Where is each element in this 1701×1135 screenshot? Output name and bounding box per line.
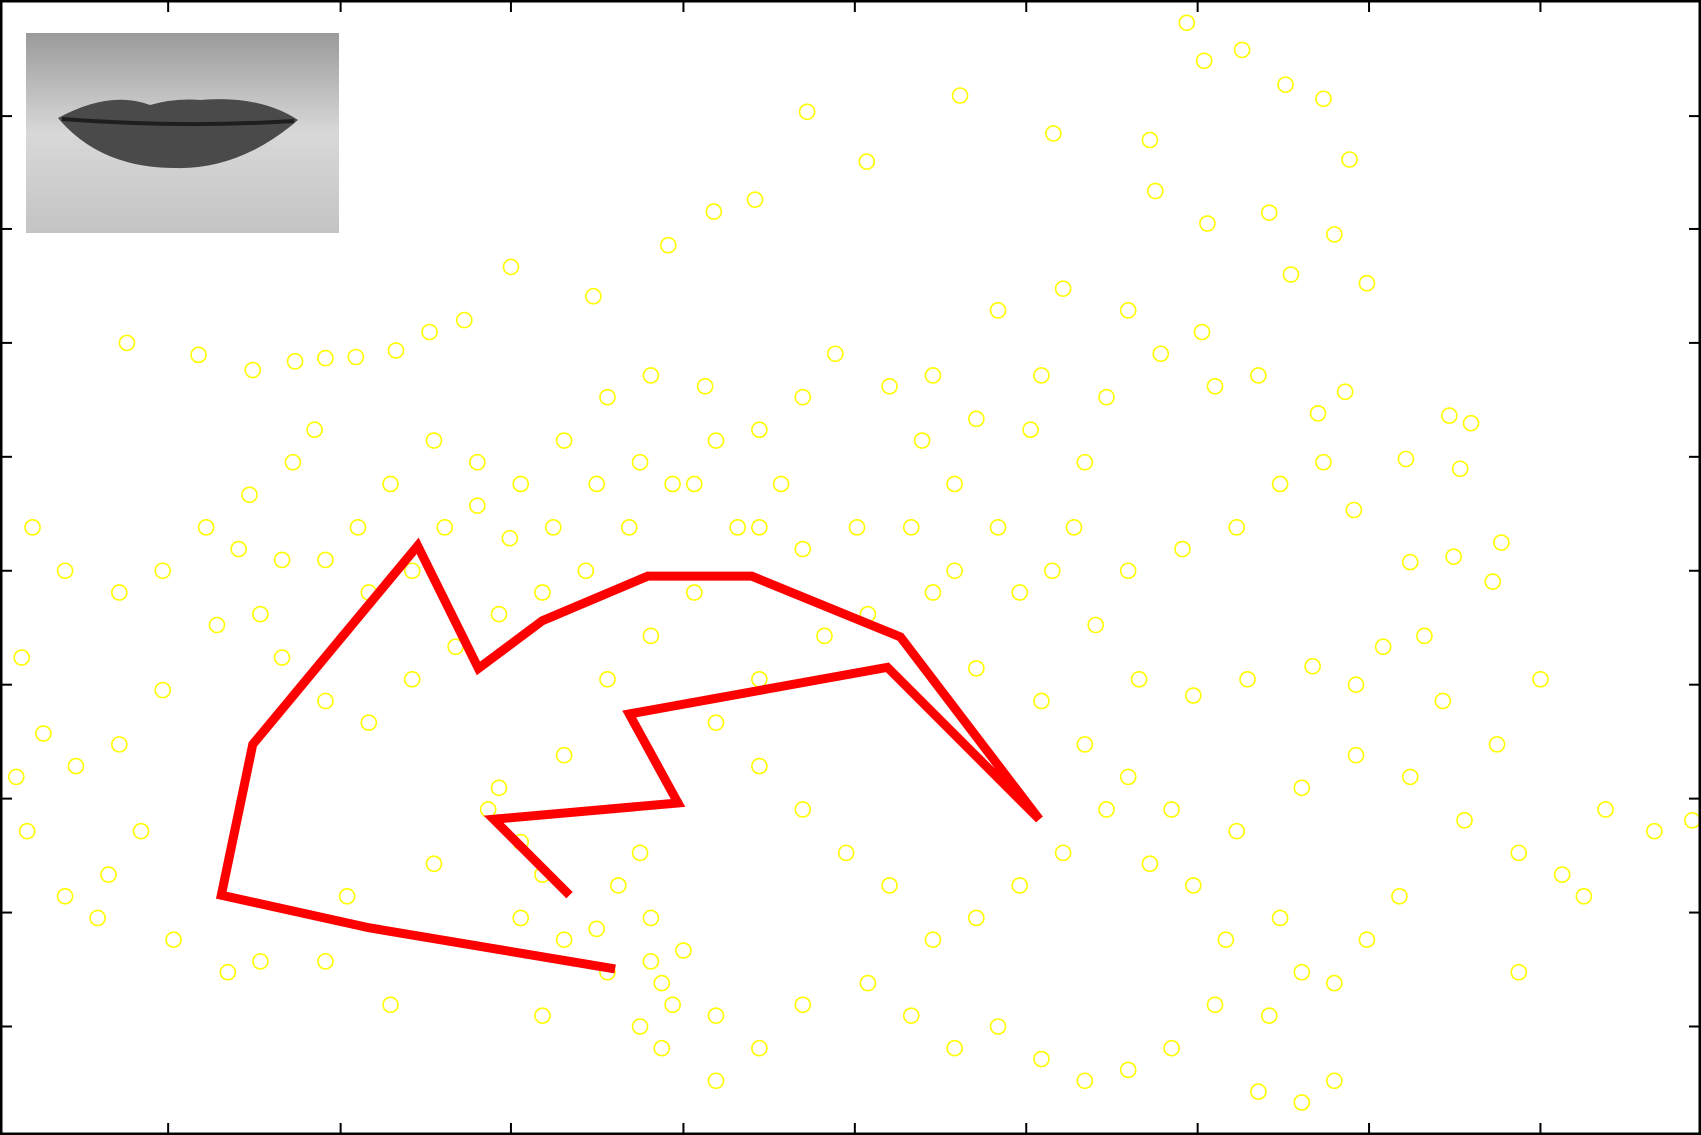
mouth-image <box>26 33 339 233</box>
page: {"chart_data": { "type": "scatter", "xli… <box>0 0 1701 1135</box>
chart <box>0 0 1701 1135</box>
